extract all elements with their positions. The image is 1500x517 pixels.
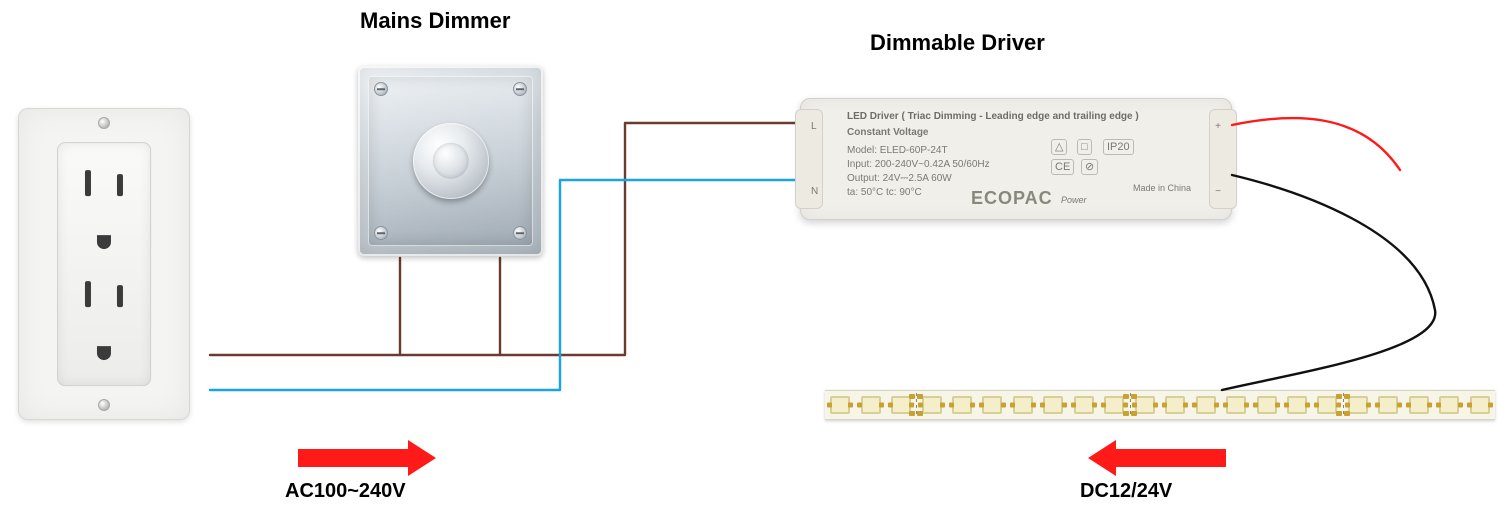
arrow-right-icon [298, 440, 438, 476]
wall-outlet [18, 108, 190, 420]
label-mains-dimmer: Mains Dimmer [360, 8, 510, 34]
led-strip [825, 390, 1495, 420]
driver-input: Input: 200-240V~0.42A 50/60Hz [847, 157, 990, 172]
driver-output: Output: 24V⎓2.5A 60W [847, 171, 952, 186]
driver-model: Model: ELED-60P-24T [847, 143, 948, 158]
driver-certifications: △□IP20CE⊘ [1051, 139, 1191, 179]
label-dc: DC12/24V [1080, 480, 1172, 503]
label-dimmable-driver: Dimmable Driver [870, 30, 1045, 56]
wiring-svg-front [0, 0, 1500, 517]
led-driver: L N + − LED Driver ( Triac Dimming - Lea… [800, 98, 1232, 220]
driver-temp: ta: 50°C tc: 90°C [847, 185, 922, 200]
driver-subtitle: Constant Voltage [847, 125, 928, 140]
dimmer-knob-icon [413, 123, 489, 199]
wiring-svg [0, 0, 1500, 517]
driver-brand-sub: Power [1061, 194, 1087, 208]
terminal-neg: − [1215, 186, 1221, 197]
wiring-diagram: Mains Dimmer Dimmable Driver AC100~240V … [0, 0, 1500, 517]
arrow-left-icon [1086, 440, 1226, 476]
driver-title: LED Driver ( Triac Dimming - Leading edg… [847, 109, 1191, 124]
outlet-inner [57, 142, 151, 386]
terminal-l: L [811, 121, 817, 132]
mains-dimmer-switch [358, 66, 543, 256]
label-ac: AC100~240V [285, 480, 406, 503]
terminal-pos: + [1215, 121, 1221, 132]
driver-brand: ECOPAC [971, 188, 1053, 209]
terminal-n: N [811, 186, 818, 197]
driver-made: Made in China [1133, 182, 1191, 196]
